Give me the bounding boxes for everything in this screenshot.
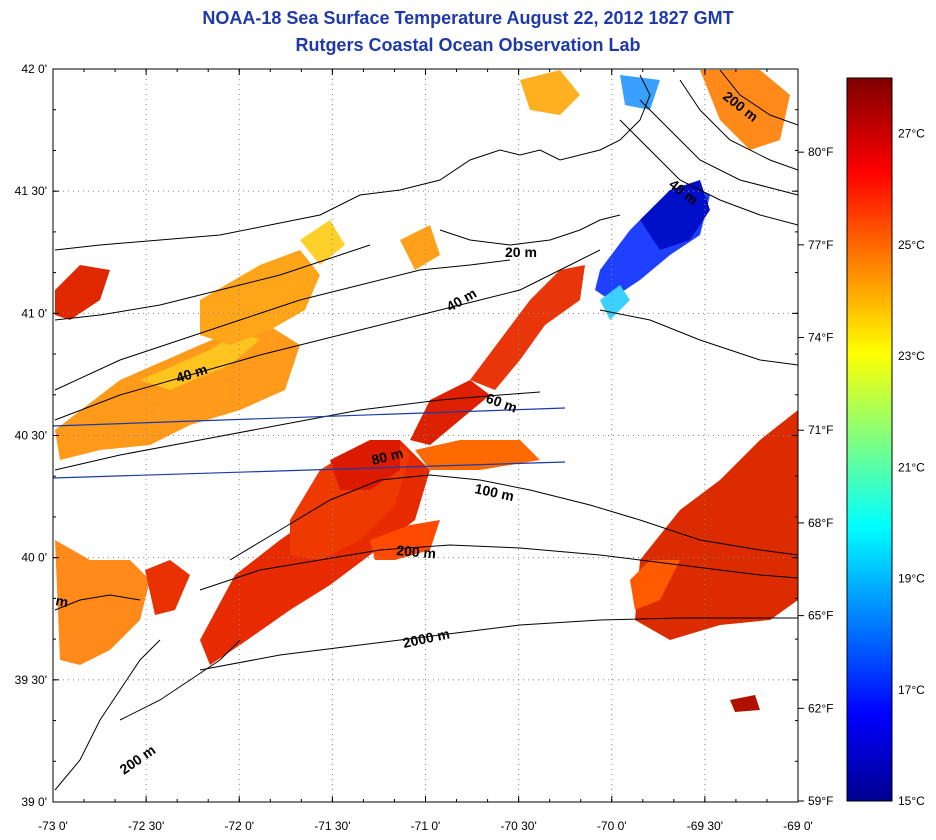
contour-line bbox=[199, 544, 798, 591]
contour-label: 40 m bbox=[444, 285, 480, 315]
sst-patch bbox=[470, 265, 585, 390]
contour-line bbox=[639, 99, 798, 196]
contour-line bbox=[54, 639, 161, 791]
colorbar-celsius-label: 27°C bbox=[898, 127, 925, 141]
colorbar-fahrenheit-label: 59°F bbox=[808, 794, 833, 808]
lat-tick-label: 39 0' bbox=[21, 795, 47, 809]
sst-patch bbox=[635, 410, 798, 640]
sst-patch bbox=[620, 75, 660, 110]
lon-tick-label: -69 30' bbox=[687, 819, 723, 833]
sst-patch bbox=[145, 560, 190, 615]
map-title: NOAA-18 Sea Surface Temperature August 2… bbox=[202, 8, 734, 28]
contour-label: 100 m bbox=[473, 480, 515, 504]
colorbar-celsius-label: 15°C bbox=[898, 794, 925, 808]
sst-patch bbox=[55, 540, 150, 665]
contour-label: 20 m bbox=[505, 244, 537, 260]
colorbar-fahrenheit-label: 65°F bbox=[808, 609, 833, 623]
axis-ticks: 42 0' 41 30' 41 0' 40 30' 40 0' 39 30' 39 0' -7… bbox=[15, 62, 813, 833]
contour-label: 2000 m bbox=[401, 625, 451, 651]
colorbar-celsius-label: 23°C bbox=[898, 349, 925, 363]
lon-tick-label: -70 30' bbox=[500, 819, 536, 833]
sst-patch bbox=[520, 70, 580, 115]
sst-patch bbox=[630, 560, 680, 610]
sst-patch bbox=[640, 180, 710, 250]
sst-patch bbox=[400, 225, 440, 270]
colorbar-celsius-label: 17°C bbox=[898, 683, 925, 697]
contour-label: 200 m bbox=[396, 542, 437, 561]
contour-label: m bbox=[54, 592, 69, 610]
contour-line bbox=[54, 259, 511, 391]
contour-line bbox=[679, 79, 798, 171]
sst-patch bbox=[330, 440, 400, 490]
contour-line bbox=[619, 119, 798, 226]
lon-tick-label: -73 0' bbox=[38, 819, 68, 833]
contour-label: 200 m bbox=[117, 742, 159, 778]
colorbar-fahrenheit-label: 68°F bbox=[808, 516, 833, 530]
sst-patch bbox=[370, 520, 440, 560]
colorbar-fahrenheit-label: 80°F bbox=[808, 145, 833, 159]
colorbar-fahrenheit-label: 74°F bbox=[808, 331, 833, 345]
coastline bbox=[439, 214, 621, 246]
contour-line bbox=[199, 617, 798, 671]
coastline bbox=[54, 244, 371, 321]
map-subtitle: Rutgers Coastal Ocean Observation Lab bbox=[295, 35, 641, 55]
contour-line bbox=[54, 249, 601, 421]
transect-line bbox=[53, 407, 566, 427]
lon-tick-label: -69 0' bbox=[783, 819, 813, 833]
graticule bbox=[53, 69, 798, 802]
sst-patch bbox=[55, 265, 110, 320]
lat-tick-label: 40 30' bbox=[15, 429, 47, 443]
colorbar-ticks: 27°C 25°C 23°C 21°C 19°C 17°C 15°C 80°F 77°F 74°F… bbox=[798, 127, 925, 808]
sst-patch bbox=[200, 250, 320, 345]
colorbar-fahrenheit-label: 77°F bbox=[808, 238, 833, 252]
lat-tick-label: 42 0' bbox=[21, 62, 47, 76]
colorbar bbox=[846, 77, 893, 802]
contour-line bbox=[599, 309, 798, 366]
contour-line bbox=[719, 69, 798, 126]
lat-tick-label: 40 0' bbox=[21, 551, 47, 565]
lat-tick-label: 41 30' bbox=[15, 184, 47, 198]
lon-tick-label: -72 30' bbox=[128, 819, 164, 833]
transect-lines bbox=[53, 407, 566, 479]
contour-label: 80 m bbox=[370, 445, 405, 468]
colorbar-celsius-label: 25°C bbox=[898, 238, 925, 252]
colorbar-fahrenheit-label: 62°F bbox=[808, 701, 833, 715]
contour-line bbox=[54, 594, 141, 611]
sst-patches bbox=[55, 70, 798, 712]
lon-tick-label: -71 0' bbox=[411, 819, 441, 833]
colorbar-fahrenheit-label: 71°F bbox=[808, 423, 833, 437]
transect-line bbox=[53, 461, 566, 479]
coastline bbox=[54, 74, 651, 251]
contour-line bbox=[119, 639, 241, 721]
sst-patch bbox=[300, 220, 345, 265]
lon-tick-label: -70 0' bbox=[597, 819, 627, 833]
contour-line bbox=[229, 474, 798, 561]
bathymetry-contours bbox=[54, 69, 798, 791]
sst-patch bbox=[730, 695, 760, 712]
lon-tick-label: -71 30' bbox=[314, 819, 350, 833]
sst-patch bbox=[700, 70, 790, 150]
contour-line bbox=[54, 391, 541, 471]
colorbar-celsius-label: 19°C bbox=[898, 572, 925, 586]
lat-tick-label: 41 0' bbox=[21, 306, 47, 320]
colorbar-celsius-label: 21°C bbox=[898, 460, 925, 474]
lat-tick-label: 39 30' bbox=[15, 673, 47, 687]
lon-tick-label: -72 0' bbox=[224, 819, 254, 833]
sst-patch bbox=[415, 440, 540, 470]
